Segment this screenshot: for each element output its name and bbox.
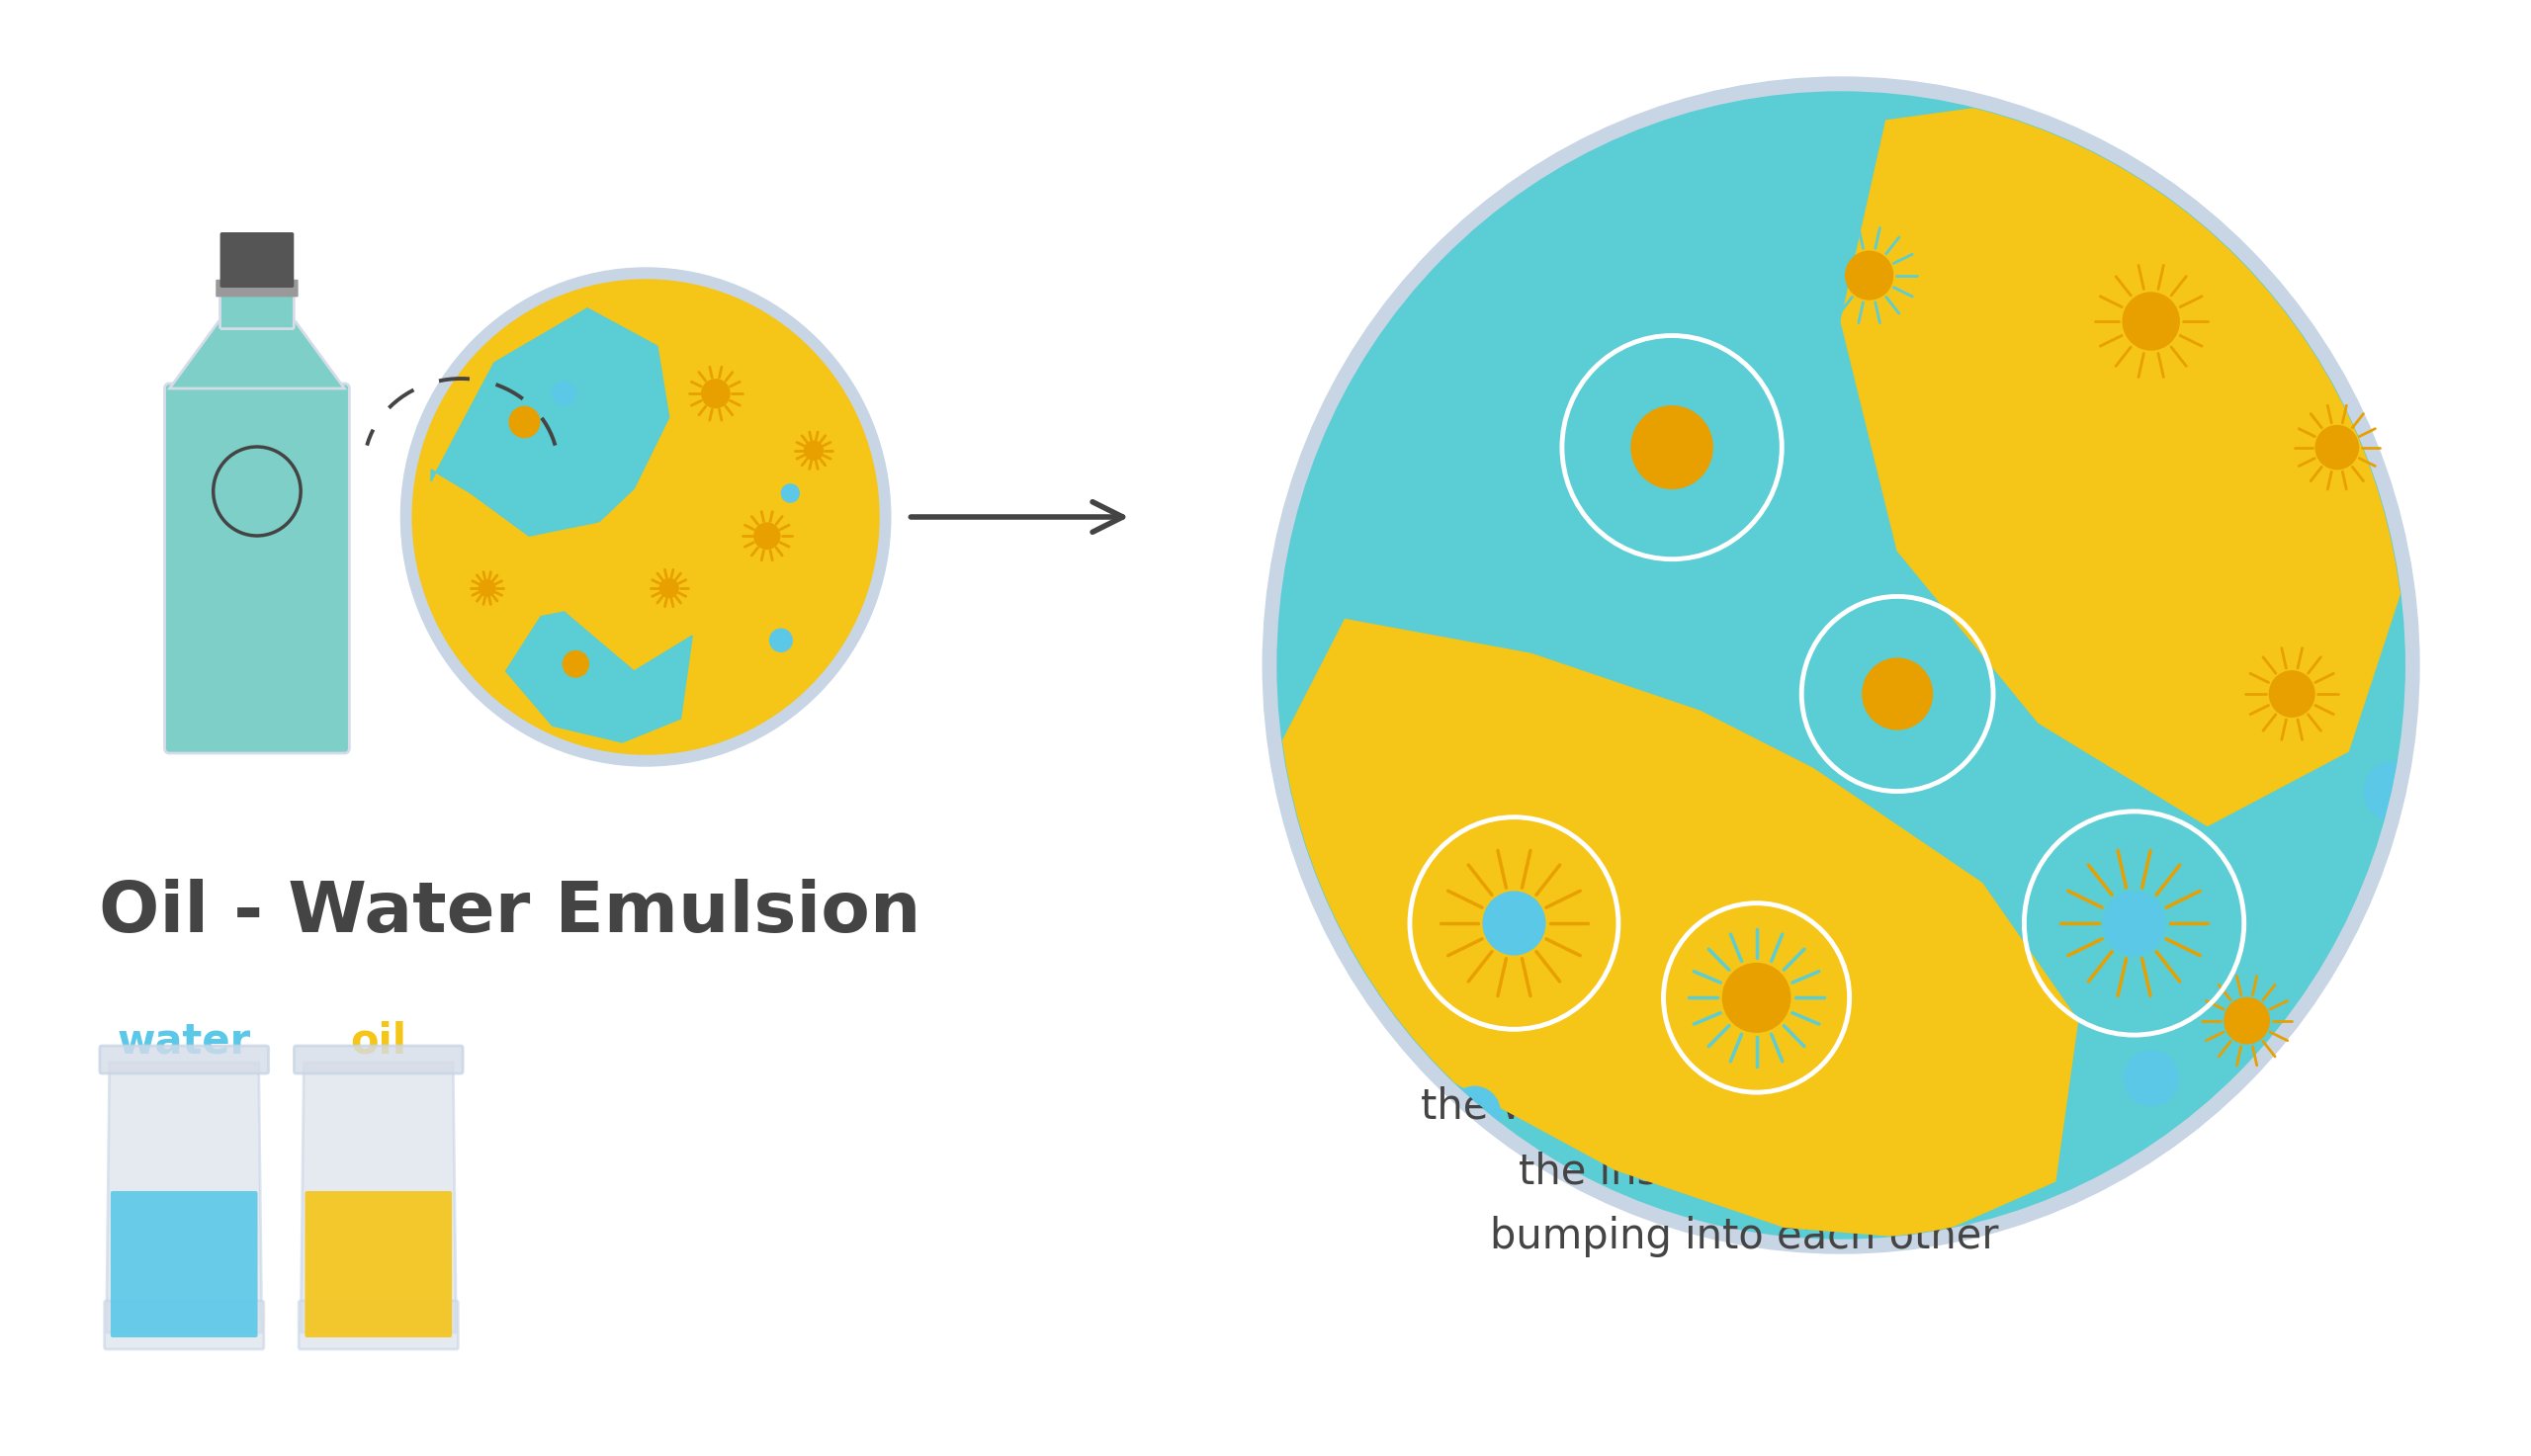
Polygon shape	[1840, 92, 2404, 826]
FancyBboxPatch shape	[215, 280, 299, 297]
FancyBboxPatch shape	[99, 1045, 268, 1073]
Polygon shape	[1278, 619, 2078, 1239]
Circle shape	[1278, 92, 2404, 1239]
Text: water: water	[116, 1021, 251, 1061]
Text: Oil - Water Emulsion: Oil - Water Emulsion	[99, 878, 921, 946]
Circle shape	[1450, 1086, 1501, 1139]
Circle shape	[1724, 964, 1789, 1032]
Circle shape	[413, 280, 878, 754]
Circle shape	[400, 268, 891, 766]
Polygon shape	[430, 309, 668, 536]
Polygon shape	[170, 322, 344, 389]
Circle shape	[754, 523, 780, 549]
Polygon shape	[506, 612, 693, 743]
FancyBboxPatch shape	[165, 383, 349, 753]
FancyBboxPatch shape	[111, 1191, 258, 1338]
FancyBboxPatch shape	[294, 1045, 463, 1073]
Text: stabilizers get in the way of
the water-oil droplets, reducing
the instances of : stabilizers get in the way of the water-…	[1420, 1022, 2068, 1257]
Circle shape	[805, 441, 823, 460]
Text: oil: oil	[349, 1021, 407, 1061]
Circle shape	[2192, 144, 2258, 211]
Circle shape	[509, 406, 539, 437]
Circle shape	[782, 485, 800, 502]
Polygon shape	[106, 1063, 261, 1332]
FancyBboxPatch shape	[220, 233, 294, 288]
Polygon shape	[301, 1063, 456, 1332]
FancyBboxPatch shape	[299, 1300, 458, 1350]
Circle shape	[1863, 658, 1931, 729]
Circle shape	[701, 380, 729, 408]
Circle shape	[2364, 761, 2422, 821]
Circle shape	[2316, 425, 2359, 469]
Circle shape	[562, 651, 590, 677]
Circle shape	[478, 579, 496, 597]
Circle shape	[1483, 891, 1544, 955]
Circle shape	[2124, 1050, 2179, 1105]
Circle shape	[769, 629, 792, 652]
Circle shape	[552, 381, 575, 405]
Circle shape	[1845, 252, 1893, 300]
Circle shape	[2270, 671, 2313, 716]
Circle shape	[2124, 293, 2179, 349]
Circle shape	[661, 578, 678, 597]
FancyBboxPatch shape	[104, 1300, 263, 1350]
Circle shape	[2225, 997, 2270, 1044]
Circle shape	[1263, 77, 2420, 1254]
FancyBboxPatch shape	[306, 1191, 453, 1338]
Circle shape	[2103, 891, 2164, 955]
Circle shape	[1632, 406, 1713, 489]
FancyBboxPatch shape	[220, 284, 294, 329]
